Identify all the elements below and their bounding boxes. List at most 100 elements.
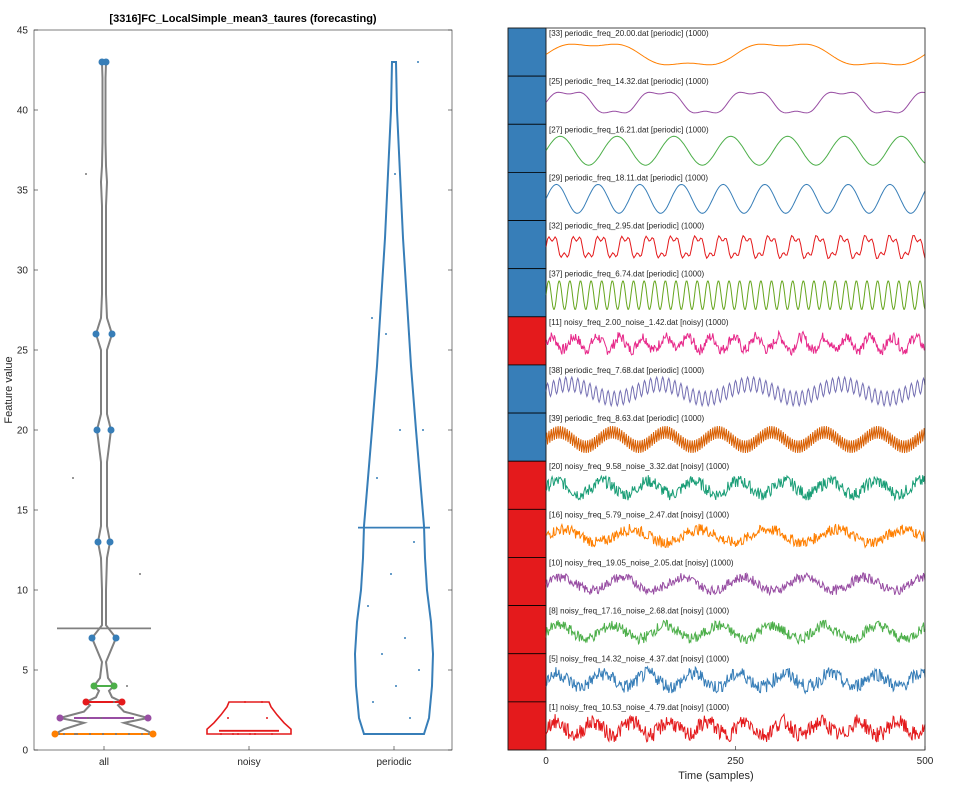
y-tick-label: 45 <box>17 26 29 37</box>
class-band-noisy <box>507 316 547 366</box>
series-label: [33] periodic_freq_20.00.dat [periodic] … <box>549 29 709 38</box>
y-tick-label: 25 <box>17 346 29 357</box>
series-label: [10] noisy_freq_19.05_noise_2.05.dat [no… <box>549 558 734 567</box>
marker-dot <box>56 714 64 722</box>
data-point <box>371 317 373 319</box>
series-label: [39] periodic_freq_8.63.dat [periodic] (… <box>549 414 705 423</box>
data-point <box>102 733 104 735</box>
series-line <box>545 329 926 356</box>
data-point <box>381 653 383 655</box>
y-tick-label: 15 <box>17 506 29 517</box>
data-point <box>128 733 130 735</box>
class-band-periodic <box>507 27 547 77</box>
series-label: [5] noisy_freq_14.32_noise_4.37.dat [noi… <box>549 655 729 664</box>
marker-dot <box>118 698 126 706</box>
series-label: [25] periodic_freq_14.32.dat [periodic] … <box>549 77 709 86</box>
x-tick-label: 0 <box>543 756 549 767</box>
series-label: [1] noisy_freq_10.53_noise_4.79.dat [noi… <box>549 703 729 712</box>
y-tick-label: 20 <box>17 426 29 437</box>
data-point <box>418 669 420 671</box>
marker-dot <box>149 730 157 738</box>
series-line <box>545 474 926 502</box>
class-band-periodic <box>507 75 547 125</box>
series-label: [8] noisy_freq_17.16_noise_2.68.dat [noi… <box>549 607 729 616</box>
x-tick-label: 500 <box>917 756 934 767</box>
data-point <box>72 477 74 479</box>
data-point <box>372 701 374 703</box>
series-label: [32] periodic_freq_2.95.dat [periodic] (… <box>549 222 705 231</box>
x-tick-label-noisy: noisy <box>237 757 260 768</box>
series-label: [27] periodic_freq_16.21.dat [periodic] … <box>549 125 709 134</box>
data-point <box>126 685 128 687</box>
series-label: [38] periodic_freq_7.68.dat [periodic] (… <box>549 366 705 375</box>
data-point <box>422 429 424 431</box>
data-point <box>232 733 234 735</box>
class-band-periodic <box>507 123 547 173</box>
series-line <box>545 712 926 743</box>
data-point <box>376 477 378 479</box>
marker-dot <box>107 426 115 434</box>
series-label: [37] periodic_freq_6.74.dat [periodic] (… <box>549 270 705 279</box>
x-axis-label: Time (samples) <box>678 770 753 782</box>
series-line <box>545 426 926 454</box>
class-band-periodic <box>507 412 547 462</box>
data-point <box>386 733 388 735</box>
marker-dot <box>108 330 116 338</box>
data-point <box>85 173 87 175</box>
series-line <box>545 91 926 114</box>
series-line <box>545 43 926 66</box>
marker-dot <box>88 634 96 642</box>
series-label: [11] noisy_freq_2.00_noise_1.42.dat [noi… <box>549 318 729 327</box>
class-band-noisy <box>507 557 547 607</box>
marker-dot <box>93 426 101 434</box>
data-point <box>266 717 268 719</box>
marker-dot <box>106 538 114 546</box>
timeseries-axes: [33] periodic_freq_20.00.dat [periodic] … <box>507 27 934 767</box>
series-line <box>545 135 926 166</box>
series-label: [16] noisy_freq_5.79_noise_2.47.dat [noi… <box>549 510 729 519</box>
data-point <box>413 541 415 543</box>
axes-box <box>33 29 453 751</box>
marker-dot <box>51 730 59 738</box>
marker-dot <box>144 714 152 722</box>
marker-dot <box>112 634 120 642</box>
y-tick-label: 5 <box>22 666 28 677</box>
violin-noisy <box>206 701 292 735</box>
data-point <box>385 333 387 335</box>
marker-dot <box>102 58 110 66</box>
data-point <box>141 733 143 735</box>
marker-dot <box>94 538 102 546</box>
class-band-periodic <box>507 364 547 414</box>
data-point <box>394 173 396 175</box>
y-tick-label: 30 <box>17 266 29 277</box>
class-band-periodic <box>507 268 547 318</box>
series-label: [20] noisy_freq_9.58_noise_3.32.dat [noi… <box>549 462 729 471</box>
y-axis-label: Feature value <box>3 356 15 423</box>
series-line <box>545 183 926 214</box>
data-point <box>63 733 65 735</box>
data-point <box>76 733 78 735</box>
data-point <box>220 733 222 735</box>
y-tick-label: 35 <box>17 186 29 197</box>
data-point <box>100 717 102 719</box>
data-point <box>227 717 229 719</box>
violin-all <box>54 61 154 735</box>
data-point <box>115 733 117 735</box>
series-line <box>545 665 926 695</box>
marker-dot <box>90 682 98 690</box>
class-band-periodic <box>507 220 547 270</box>
data-point <box>417 61 419 63</box>
series-line <box>545 522 926 549</box>
marker-dot <box>92 330 100 338</box>
series-line <box>545 280 926 310</box>
data-point <box>408 333 410 335</box>
data-point <box>113 701 115 703</box>
data-point <box>139 573 141 575</box>
marker-dot <box>110 682 118 690</box>
data-point <box>261 701 263 703</box>
data-point <box>399 429 401 431</box>
data-point <box>271 733 273 735</box>
x-tick-label: 250 <box>727 756 744 767</box>
